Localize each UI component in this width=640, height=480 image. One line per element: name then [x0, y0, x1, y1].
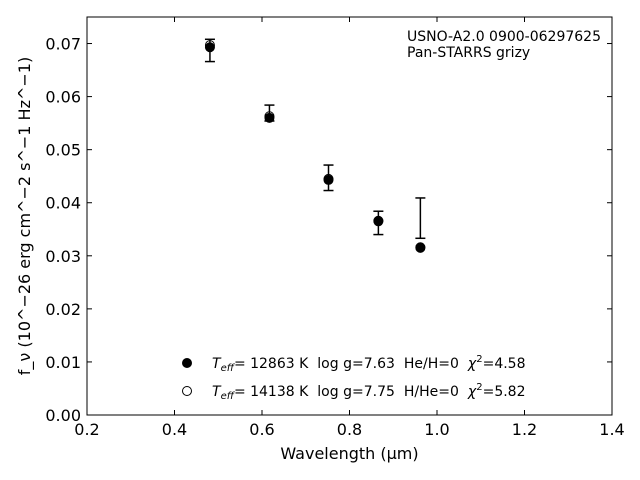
y-tick-label: 0.00 [45, 406, 81, 425]
model-point-open [373, 215, 384, 226]
legend-entry-2: Teff= 14138 K log g=7.75 H/He=0 χ2=5.82 [212, 382, 526, 402]
legend-marker-filled [182, 358, 192, 368]
legend-1-logg: log g=7.63 [317, 356, 395, 372]
ticks-group: 0.2 0.4 0.6 0.8 1.0 1.2 1.4 0.00 0.01 0.02 0.03 0.0… [45, 17, 625, 439]
x-tick-label: 1.0 [424, 420, 449, 439]
model-point-open [323, 173, 334, 184]
legend-2-teff-value: = 14138 K [234, 384, 309, 400]
annotation-star-name: USNO-A2.0 0900-06297625 [407, 29, 601, 45]
legend-entry-1: Teff= 12863 K log g=7.63 He/H=0 χ2=4.58 [212, 354, 526, 374]
legend-1-teff-value: = 12863 K [234, 356, 309, 372]
y-tick-label: 0.03 [45, 247, 81, 266]
y-tick-label: 0.07 [45, 35, 81, 54]
legend-1-comp: He/H=0 [404, 356, 459, 372]
legend-2-chi-value: =5.82 [483, 384, 526, 400]
y-tick-label: 0.05 [45, 141, 81, 160]
legend-2-chi-sup: 2 [476, 382, 482, 393]
legend-marker-open [182, 386, 192, 396]
annotation-survey: Pan-STARRS grizy [407, 45, 530, 61]
legend-2-logg: log g=7.75 [317, 384, 395, 400]
legend-2-teff-sub: eff [221, 391, 236, 402]
plot-frame [86, 16, 613, 416]
legend-2-comp: H/He=0 [404, 384, 459, 400]
legend-1-teff-symbol: T [212, 356, 222, 372]
x-tick-label: 0.2 [74, 420, 99, 439]
legend-1-chi-symbol: χ [467, 356, 477, 372]
model-point-filled [204, 42, 215, 53]
y-tick-label: 0.01 [45, 353, 81, 372]
model-point-open [415, 242, 426, 253]
y-tick-label: 0.06 [45, 88, 81, 107]
x-tick-label: 0.6 [249, 420, 274, 439]
legend-2-teff-symbol: T [212, 384, 222, 400]
model-point-open [204, 40, 215, 51]
y-tick-label: 0.04 [45, 194, 81, 213]
marks-group [204, 38, 426, 253]
legend-1-chi-value: =4.58 [483, 356, 526, 372]
legend-1-chi-sup: 2 [476, 354, 482, 365]
legend-2-chi-symbol: χ [467, 384, 477, 400]
model-point-open [264, 111, 275, 122]
x-tick-label: 1.2 [512, 420, 537, 439]
x-axis-title: Wavelength (μm) [280, 444, 418, 463]
x-tick-label: 0.4 [162, 420, 187, 439]
x-tick-label: 0.8 [337, 420, 362, 439]
legend-1-teff-sub: eff [221, 363, 236, 374]
y-axis-title: f_ν (10^−26 erg cm^−2 s^−1 Hz^−1) [15, 57, 35, 375]
y-tick-label: 0.02 [45, 300, 81, 319]
x-tick-label: 1.4 [599, 420, 624, 439]
